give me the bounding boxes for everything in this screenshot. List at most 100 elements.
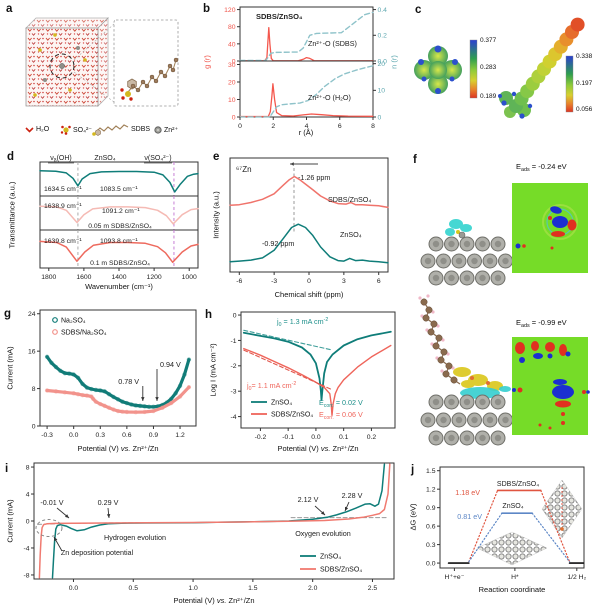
svg-text:0.94 V: 0.94 V [160,360,181,369]
panel-i-lsv-chart: 0.0 0.5 1.0 1.5 2.0 2.5 -8 -4 0 4 8 -0.01 V 0.29 V 2.… [23,462,395,592]
svg-text:16: 16 [28,349,36,356]
svg-text:ZnSO₄: ZnSO₄ [502,503,523,510]
zn-lattice-bottom [420,394,513,446]
e-xlabel: Chemical shift (ppm) [274,290,344,299]
svg-text:0: 0 [26,518,30,525]
svg-text:Ecorr. = 0.02 V: Ecorr. = 0.02 V [319,398,363,409]
zn-lattice-top [420,236,513,286]
eads-top-label: Eads = -0.24 eV [516,162,567,173]
svg-text:⁶⁷Zn: ⁶⁷Zn [236,165,252,174]
svg-text:2: 2 [271,123,275,130]
svg-text:1800: 1800 [41,274,56,281]
sulfate-icon [60,125,71,135]
svg-text:0.6: 0.6 [122,432,132,439]
panel-letter-d: d [7,151,15,163]
svg-text:0: 0 [233,312,237,319]
svg-text:1.2: 1.2 [175,432,185,439]
svg-text:SDBS/ZnSO₄: SDBS/ZnSO₄ [256,12,303,21]
svg-text:0.0: 0.0 [69,432,79,439]
svg-text:-1: -1 [230,338,236,345]
svg-text:0.2: 0.2 [378,33,388,40]
svg-text:ZnSO₄: ZnSO₄ [340,230,362,239]
svg-text:2.0: 2.0 [308,585,318,592]
svg-text:0.2: 0.2 [367,434,377,441]
svg-text:24: 24 [28,311,36,318]
svg-text:SDBS/Na₂SO₄: SDBS/Na₂SO₄ [61,330,107,337]
sdbs-molecule-inset [113,19,179,107]
svg-text:-0.01 V: -0.01 V [40,498,63,507]
svg-text:1.0: 1.0 [188,585,198,592]
svg-text:-4: -4 [23,545,29,552]
svg-text:0.0: 0.0 [69,585,79,592]
panel-letter-f: f [413,154,417,166]
e-ylabel: Intensity (a.u.) [211,191,221,239]
legend-so4-label: SO₄²⁻ [73,127,92,134]
svg-text:0.3: 0.3 [96,432,106,439]
svg-text:0: 0 [238,123,242,130]
svg-text:j0 = 1.3 mA cm-2: j0 = 1.3 mA cm-2 [276,317,328,328]
svg-text:1634.5 cm⁻¹: 1634.5 cm⁻¹ [44,186,82,193]
b-xlabel: r (Å) [298,128,314,137]
svg-text:2.28 V: 2.28 V [342,491,363,500]
svg-text:0.9: 0.9 [426,505,436,512]
svg-text:4: 4 [305,123,309,130]
h2o-on-zn-structure [420,219,513,286]
colorbar-right [565,55,574,113]
svg-text:1.5: 1.5 [426,468,436,475]
svg-text:10: 10 [378,88,386,95]
panel-letter-g: g [4,308,12,320]
svg-text:1093.8 cm⁻¹: 1093.8 cm⁻¹ [100,238,138,245]
svg-text:-4: -4 [230,414,236,421]
colorbar-left-min: 0.189 [480,93,497,100]
j-xlabel: Reaction coordinate [478,585,546,594]
svg-text:1083.5 cm⁻¹: 1083.5 cm⁻¹ [100,186,138,193]
svg-text:1.18 eV: 1.18 eV [455,488,480,497]
svg-text:6: 6 [377,278,381,285]
svg-text:0.1: 0.1 [339,434,349,441]
svg-text:0.9: 0.9 [149,432,159,439]
svg-text:Zn deposition potential: Zn deposition potential [61,548,134,557]
colorbar-right-max: 0.338 [576,53,593,60]
panel-e-nmr-chart: -6 -3 0 3 6 ⁶⁷Zn -1.26 ppm SDBS/ZnSO₄ -0.92 ppm Z… [229,157,389,285]
svg-text:0: 0 [232,114,236,121]
svg-text:SDBS/ZnSO₄: SDBS/ZnSO₄ [328,195,371,204]
svg-text:-2: -2 [230,363,236,370]
legend-h2o-label: H₂O [36,126,50,133]
svg-text:-0.3: -0.3 [41,432,53,439]
panel-a-md-box [25,17,179,136]
svg-text:H⁺+e⁻: H⁺+e⁻ [444,574,464,581]
svg-text:2.5: 2.5 [368,585,378,592]
svg-text:0.1 m SDBS/ZnSO₄: 0.1 m SDBS/ZnSO₄ [90,260,150,267]
svg-text:-3: -3 [230,389,236,396]
svg-text:j0= 1.1 mA cm-2: j0= 1.1 mA cm-2 [246,381,296,392]
legend-sdbs-label: SDBS [131,126,151,133]
svg-text:1091.2 cm⁻¹: 1091.2 cm⁻¹ [102,208,140,215]
svg-text:0.78 V: 0.78 V [118,377,139,386]
panel-letter-i: i [5,463,9,475]
svg-text:2.12 V: 2.12 V [298,495,319,504]
svg-text:0.6: 0.6 [426,524,436,531]
h-ylabel: Log I (mA cm⁻²) [208,343,218,397]
svg-text:-0.92 ppm: -0.92 ppm [262,239,294,248]
i-ylabel: Current (mA) [5,499,15,543]
svg-text:8: 8 [371,123,375,130]
panel-letter-a: a [6,3,13,15]
zn-hydrate-esp [414,45,462,94]
svg-text:20: 20 [378,61,386,68]
svg-text:-6: -6 [236,278,242,285]
svg-text:-0.2: -0.2 [255,434,267,441]
sdbs-icon [92,124,129,136]
g-ylabel: Current (mA) [5,346,15,390]
svg-text:0: 0 [378,114,382,121]
svg-text:0.29 V: 0.29 V [98,498,119,507]
svg-text:120: 120 [224,7,236,14]
colorbar-left-mid: 0.283 [480,64,497,71]
svg-text:-1.26 ppm: -1.26 ppm [298,173,330,182]
svg-text:0.05 m SDBS/ZnSO₄: 0.05 m SDBS/ZnSO₄ [88,223,152,230]
svg-text:1400: 1400 [111,274,126,281]
sulfur-atom [125,91,131,97]
svg-text:ν(SO₄²⁻): ν(SO₄²⁻) [144,155,171,162]
svg-text:20: 20 [228,79,236,86]
panel-letter-j: j [411,464,415,476]
